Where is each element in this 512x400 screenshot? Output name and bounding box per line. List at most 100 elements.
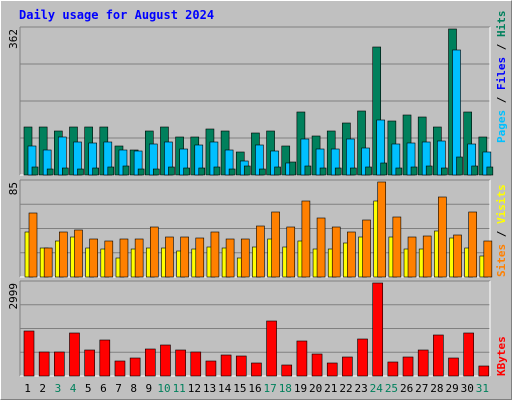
sites-bar [59,231,68,278]
x-tick-label: 28 [430,382,443,395]
x-tick-label: 24 [370,382,384,395]
x-tick-label: 7 [115,382,122,395]
x-tick-label: 6 [100,382,107,395]
kbytes-bar [448,357,459,377]
x-tick-label: 11 [173,382,186,395]
kbytes-bar [175,349,186,377]
kbytes-bar [190,351,202,377]
pages-bar [486,166,494,176]
y-max-label-hits: 362 [7,29,20,49]
pages-bar [365,166,372,176]
sites-bar [316,217,326,278]
sites-bar [331,226,341,278]
pages-bar [425,165,433,176]
sites-bar [165,236,174,278]
sites-bar [149,226,159,278]
pages-bar [183,167,190,176]
sites-bar [225,238,235,278]
sites-bar [240,238,250,278]
pages-bar [380,162,388,176]
x-tick-label: 25 [385,382,398,395]
kbytes-bar [38,351,50,377]
kbytes-bar [311,353,323,377]
legend-kbytes: KBytes [495,336,508,376]
pages-bar [62,167,69,176]
pages-bar [334,167,342,176]
x-tick-label: 26 [400,382,413,395]
kbytes-bar [266,320,277,377]
x-tick-label: 21 [324,382,337,395]
sites-bar [28,212,38,278]
kbytes-bar [23,330,35,377]
y-max-label-sites: 85 [7,182,20,195]
pages-bar [213,166,221,176]
sites-bar [483,240,493,278]
sites-bar [180,236,189,278]
pages-bar [137,168,145,176]
pages-bar [274,166,281,176]
files-bar [452,49,461,176]
kbytes-bar [235,355,247,377]
sites-bar [438,196,447,278]
x-tick-label: 30 [461,382,474,395]
pages-bar [77,168,84,176]
x-tick-label: 27 [415,382,428,395]
kbytes-bar [342,356,353,377]
kbytes-bar [281,364,293,377]
x-tick-label: 2 [39,382,46,395]
x-tick-label: 12 [188,382,201,395]
x-tick-label: 8 [130,382,137,395]
pages-bar [107,166,115,176]
pages-bar [441,167,448,176]
sites-bar [134,238,144,278]
x-tick-label: 3 [55,382,62,395]
pages-bar [456,156,463,176]
sites-bar [453,234,462,278]
pages-bar [228,168,236,176]
sites-bar [89,238,98,278]
x-tick-label: 15 [233,382,246,395]
kbytes-bar [160,344,171,377]
kbytes-bar [478,365,490,377]
pages-bar [243,165,251,176]
pages-bar [122,165,130,176]
sites-bar [119,238,129,278]
x-tick-label: 31 [476,382,489,395]
kbytes-bar [296,340,308,377]
sites-bar [362,219,371,278]
x-tick-label: 9 [146,382,153,395]
kbytes-bar [54,351,65,377]
sites-bar [210,231,220,278]
kbytes-bar [326,362,338,377]
sites-bar [74,229,83,278]
sites-bar [195,237,205,278]
x-tick-label: 16 [248,382,261,395]
sites-bar [392,216,402,278]
kbytes-bar [99,339,111,377]
chart-title: Daily usage for August 2024 [19,8,215,22]
sites-bar [271,211,280,278]
x-tick-label: 1 [24,382,31,395]
pages-bar [304,165,312,176]
legend-hits-files-pages: Pages / Files / Hits [495,11,508,144]
sites-bar [407,236,417,278]
x-tick-label: 22 [339,382,352,395]
x-tick-label: 14 [218,382,232,395]
kbytes-bar [433,334,444,377]
pages-bar [289,161,297,176]
x-tick-label: 19 [294,382,307,395]
pages-bar [198,167,206,176]
sites-bar [468,211,477,278]
pages-bar [350,167,357,176]
pages-bar [168,166,175,176]
kbytes-bar [114,360,126,377]
kbytes-bar [69,332,80,377]
x-tick-label: 20 [309,382,322,395]
pages-bar [152,168,160,176]
sites-bar [104,240,114,278]
pages-bar [31,166,39,176]
sites-bar [377,181,387,278]
kbytes-bar [144,348,156,377]
x-tick-label: 10 [157,382,170,395]
